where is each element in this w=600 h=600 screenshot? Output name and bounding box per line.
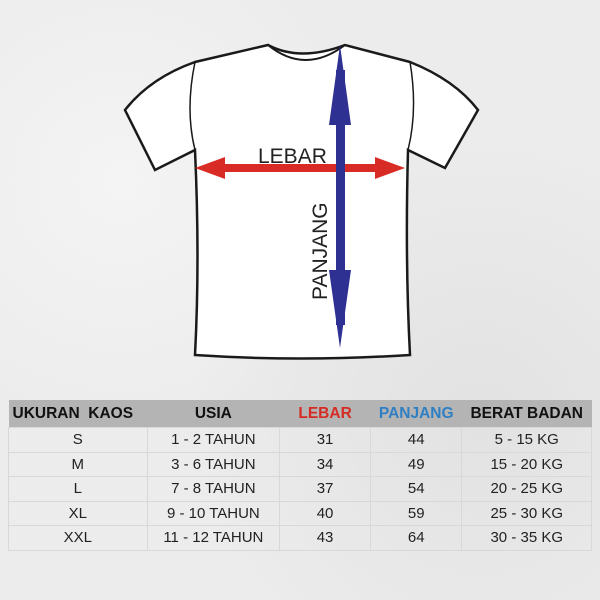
length-label: PANJANG bbox=[309, 202, 332, 300]
table-cell: 9 - 10 TAHUN bbox=[146, 500, 281, 526]
table-cell: 5 - 15 KG bbox=[461, 427, 592, 453]
column-header: PANJANG bbox=[370, 400, 462, 428]
table-cell: 1 - 2 TAHUN bbox=[146, 427, 281, 453]
table-cell: 30 - 35 KG bbox=[461, 525, 592, 551]
table-row: XXL 11 - 12 TAHUN 43 64 30 - 35 KG bbox=[8, 525, 592, 551]
table-cell: 37 bbox=[279, 476, 371, 502]
width-label: LEBAR bbox=[258, 145, 327, 168]
table-cell: 7 - 8 TAHUN bbox=[146, 476, 281, 502]
table-cell: 25 - 30 KG bbox=[461, 500, 592, 526]
sleeve-seam-right bbox=[407, 61, 415, 151]
table-cell: 44 bbox=[369, 427, 463, 453]
column-header: LEBAR bbox=[279, 400, 371, 428]
table-cell: 3 - 6 TAHUN bbox=[146, 451, 281, 477]
length-arrow bbox=[329, 45, 351, 348]
size-table: UKURAN KAOS USIA LEBAR PANJANG BERAT BADAN S… bbox=[8, 400, 592, 551]
table-cell: XXL bbox=[8, 525, 148, 551]
table-cell: 31 bbox=[279, 427, 371, 453]
table-cell: 49 bbox=[369, 451, 463, 477]
column-header: BERAT BADAN bbox=[461, 400, 592, 428]
column-header: USIA bbox=[147, 400, 280, 428]
table-cell: S bbox=[8, 427, 148, 453]
table-cell: 59 bbox=[369, 500, 463, 526]
table-cell: 11 - 12 TAHUN bbox=[146, 525, 281, 551]
table-row: XL 9 - 10 TAHUN 40 59 25 - 30 KG bbox=[8, 500, 592, 526]
table-cell: 20 - 25 KG bbox=[461, 476, 592, 502]
table-cell: M bbox=[8, 451, 148, 477]
table-cell: 34 bbox=[279, 451, 371, 477]
table-cell: XL bbox=[8, 500, 148, 526]
table-cell: 54 bbox=[369, 476, 463, 502]
sleeve-seam-left bbox=[189, 61, 196, 151]
table-cell: 15 - 20 KG bbox=[461, 451, 592, 477]
table-cell: 40 bbox=[279, 500, 371, 526]
table-cell: 43 bbox=[279, 525, 371, 551]
width-arrow bbox=[195, 157, 405, 179]
tshirt-outline bbox=[123, 43, 480, 360]
tshirt-collar bbox=[267, 44, 346, 61]
table-cell: L bbox=[8, 476, 148, 502]
tshirt-diagram: LEBAR PANJANG bbox=[123, 43, 480, 360]
column-header: UKURAN KAOS bbox=[8, 400, 148, 428]
table-cell: 64 bbox=[369, 525, 463, 551]
